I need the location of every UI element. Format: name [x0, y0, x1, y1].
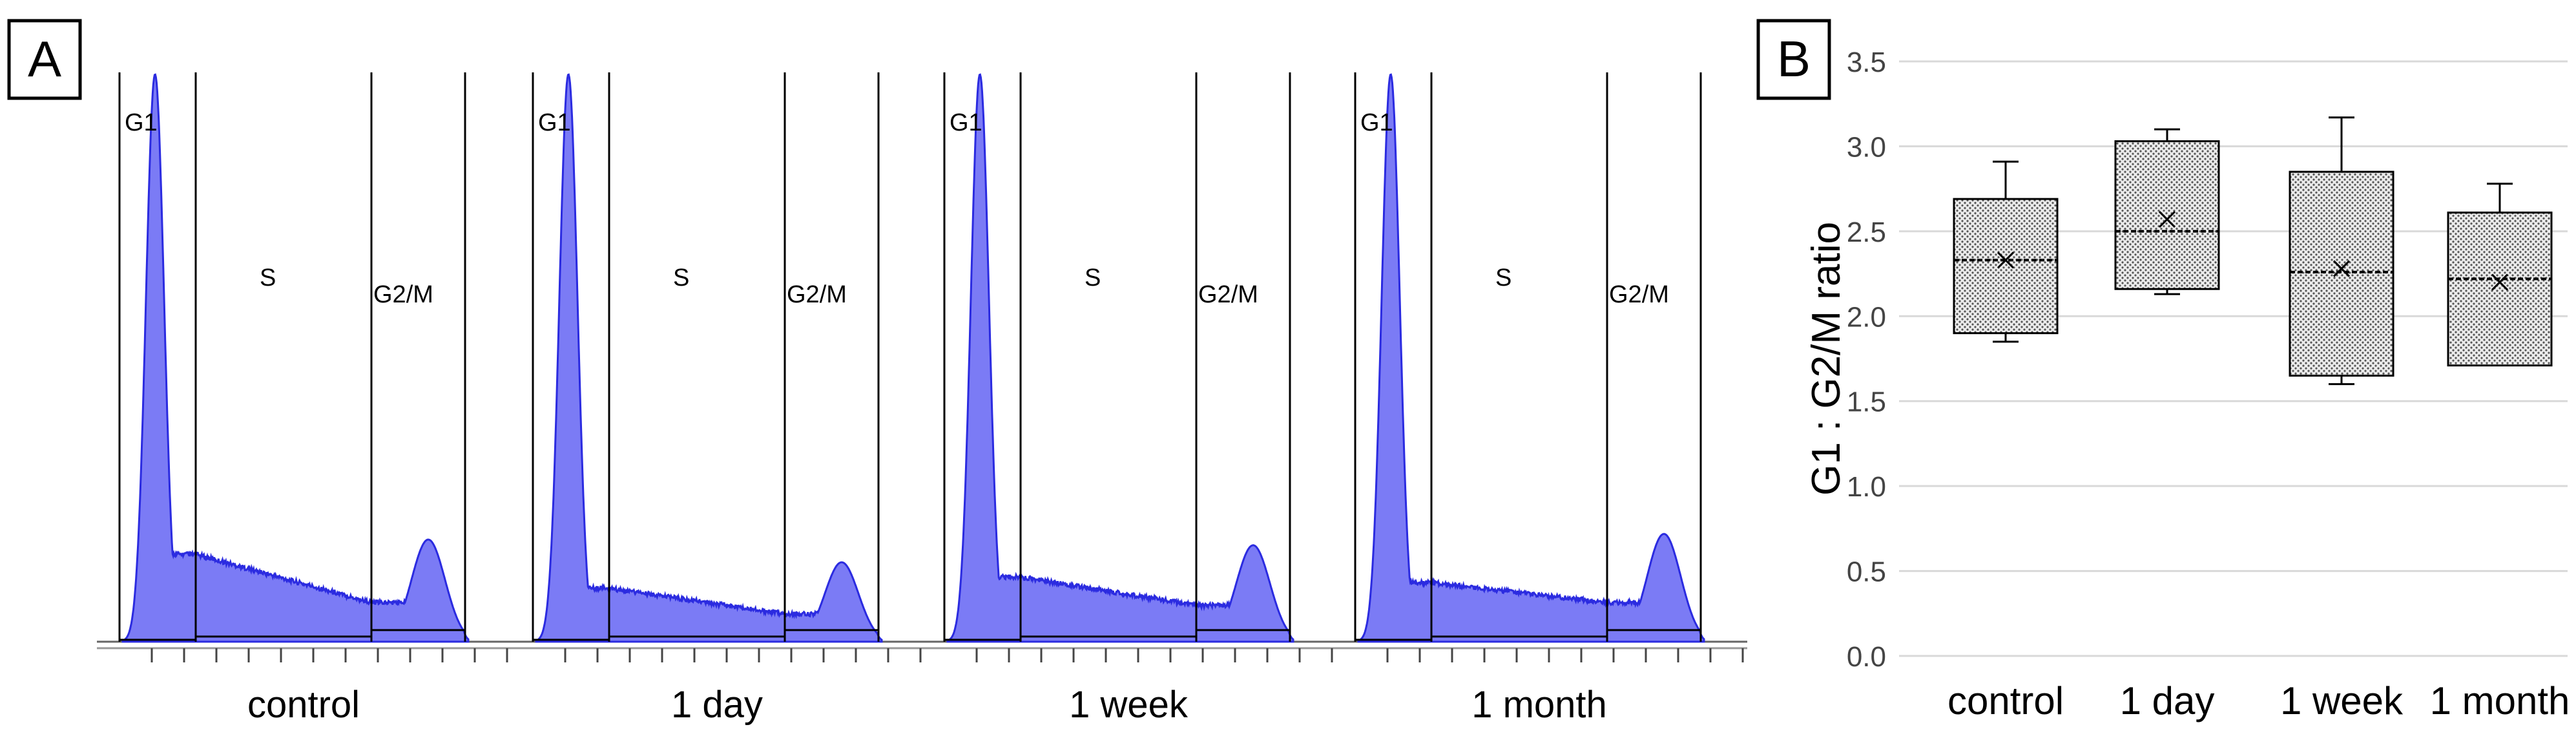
gate-label-g1: G1	[950, 109, 982, 136]
histogram-area	[946, 73, 1294, 643]
gate-label-g1: G1	[125, 109, 158, 136]
gate-label-g2m: G2/M	[1198, 281, 1258, 308]
gate-label-g2m: G2/M	[373, 281, 433, 308]
box-1-week: 1 week	[2280, 116, 2404, 722]
x-category-label: 1 month	[2430, 679, 2570, 722]
mean-marker	[2332, 260, 2351, 277]
mean-marker	[2158, 211, 2176, 228]
box-iqr	[2447, 211, 2553, 367]
y-tick-label: 2.5	[1847, 216, 1886, 248]
gate-label-g2m: G2/M	[1609, 281, 1669, 308]
gate-label-s: S	[260, 264, 276, 291]
histogram-sample-label: 1 month	[1471, 684, 1607, 726]
y-tick-label: 0.5	[1847, 556, 1886, 588]
y-tick-label: 3.0	[1847, 131, 1886, 163]
panel-b-letter: B	[1777, 30, 1811, 87]
histogram-control: G1 S G2/M control	[118, 72, 508, 726]
gate-label-g2m: G2/M	[787, 281, 847, 308]
x-category-label: 1 day	[2120, 679, 2215, 722]
gate-label-g1: G1	[538, 109, 571, 136]
y-tick-label: 1.5	[1847, 386, 1886, 418]
box-control: control	[1948, 160, 2064, 722]
gate-label-s: S	[1495, 264, 1511, 291]
box-iqr	[2289, 171, 2394, 377]
x-category-label: control	[1948, 679, 2064, 722]
gate-label-s: S	[1085, 264, 1101, 291]
histogram-sample-label: control	[247, 684, 360, 726]
mean-marker	[2491, 273, 2509, 291]
y-tick-label: 1.0	[1847, 471, 1886, 503]
histogram-1-week: G1 S G2/M 1 week	[943, 72, 1333, 726]
histogram-1-day: G1 S G2/M 1 day	[532, 72, 922, 726]
panel-b-label: B	[1756, 19, 1831, 100]
panel-a-label: A	[7, 19, 82, 100]
panel-a-letter: A	[28, 30, 61, 87]
mean-marker	[1997, 251, 2015, 269]
y-tick-label: 2.0	[1847, 301, 1886, 333]
gate-label-g1: G1	[1360, 109, 1393, 136]
x-category-label: 1 week	[2280, 679, 2404, 722]
y-tick-label: 0.0	[1847, 641, 1886, 673]
histogram-1-month: G1 S G2/M 1 month	[1354, 72, 1744, 726]
box-1-month: 1 month	[2430, 182, 2570, 722]
histogram-area	[1357, 73, 1705, 643]
box-1-day: 1 day	[2114, 128, 2220, 722]
gate-label-s: S	[673, 264, 689, 291]
histogram-area	[121, 73, 470, 643]
histogram-sample-label: 1 day	[671, 684, 763, 726]
box-iqr	[2114, 140, 2220, 290]
y-tick-label: 3.5	[1847, 47, 1886, 78]
y-axis-title: G1 : G2/M ratio	[1804, 222, 1849, 496]
histogram-area	[535, 73, 883, 643]
box-iqr	[1953, 198, 2059, 335]
boxplot-panel: 0.0 0.5 1.0 1.5 2.0 2.5 3.0 3.5 G1 : G2/M ratio c…	[1804, 47, 2570, 722]
histogram-sample-label: 1 week	[1069, 684, 1189, 726]
